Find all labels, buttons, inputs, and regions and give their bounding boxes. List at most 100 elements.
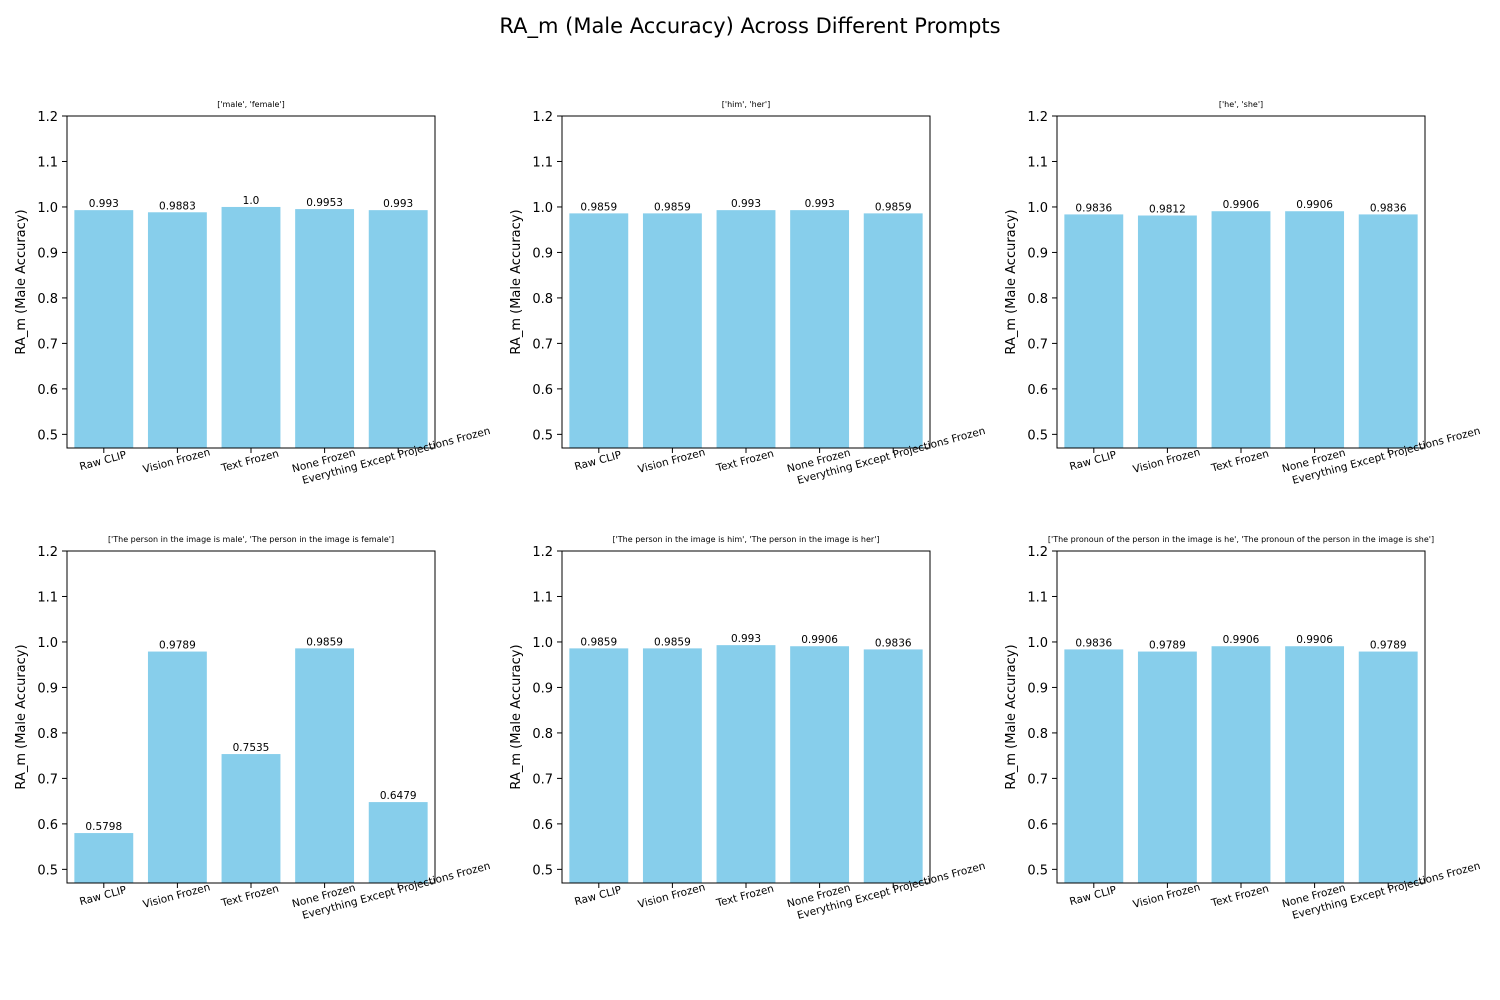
- y-tick-label: 0.9: [1027, 681, 1048, 696]
- x-tick-label: Raw CLIP: [1068, 449, 1118, 473]
- y-tick-label: 1.2: [37, 110, 58, 125]
- y-tick-label: 0.8: [1027, 727, 1048, 742]
- y-tick-label: 1.1: [532, 155, 553, 170]
- y-tick-label: 1.2: [37, 545, 58, 560]
- y-tick-label: 0.6: [37, 818, 58, 833]
- plot-frame: [1056, 115, 1426, 449]
- bar-value-label: 0.9836: [1075, 202, 1112, 214]
- x-tick-label: Text Frozen: [714, 448, 775, 475]
- y-tick-label: 0.8: [37, 727, 58, 742]
- y-tick-label: 1.1: [1027, 590, 1048, 605]
- bar: [1064, 649, 1124, 883]
- y-tick-label: 0.8: [532, 292, 553, 307]
- y-tick-label: 0.5: [532, 863, 553, 878]
- bar: [863, 213, 923, 448]
- bar-value-label: 1.0: [243, 195, 260, 207]
- x-tick-label: Text Frozen: [1209, 448, 1270, 475]
- bar-value-label: 0.9906: [1296, 199, 1333, 211]
- y-tick-label: 0.8: [37, 292, 58, 307]
- subplot-title: ['he', 'she']: [1219, 100, 1263, 109]
- bar-value-label: 0.993: [805, 198, 835, 210]
- x-tick-label: Text Frozen: [714, 883, 775, 910]
- bar: [221, 206, 281, 448]
- plot-frame: [561, 115, 931, 449]
- bar-value-label: 0.9836: [1370, 202, 1407, 214]
- bar-value-label: 0.993: [731, 198, 761, 210]
- y-axis-label: RA_m (Male Accuracy): [14, 209, 29, 354]
- y-tick-label: 0.6: [37, 383, 58, 398]
- bar: [790, 646, 850, 883]
- y-tick-label: 1.0: [532, 636, 553, 651]
- subplot-title: ['male', 'female']: [217, 100, 285, 109]
- y-tick-label: 0.5: [1027, 863, 1048, 878]
- y-tick-label: 0.7: [1027, 337, 1048, 352]
- bar: [1358, 214, 1418, 448]
- bar: [1137, 651, 1197, 883]
- figure-title: RA_m (Male Accuracy) Across Different Pr…: [499, 14, 1001, 38]
- plot-frame: [561, 550, 931, 884]
- y-tick-label: 0.9: [532, 681, 553, 696]
- bar-value-label: 0.993: [383, 198, 413, 210]
- bar: [642, 213, 702, 448]
- bar: [1211, 646, 1271, 883]
- x-tick-label: Text Frozen: [219, 448, 280, 475]
- y-tick-label: 1.2: [1027, 110, 1048, 125]
- bar: [716, 645, 776, 883]
- bar-value-label: 0.9836: [875, 637, 912, 649]
- y-tick-label: 1.0: [1027, 201, 1048, 216]
- bar: [863, 649, 923, 883]
- bar-value-label: 0.9883: [159, 200, 196, 212]
- y-tick-label: 0.6: [532, 818, 553, 833]
- y-tick-label: 1.2: [532, 110, 553, 125]
- bar-value-label: 0.9906: [1223, 634, 1260, 646]
- x-tick-label: Text Frozen: [219, 883, 280, 910]
- bar-value-label: 0.5798: [85, 821, 122, 833]
- y-tick-label: 1.1: [37, 590, 58, 605]
- bar: [1211, 211, 1271, 448]
- x-tick-label: Raw CLIP: [1068, 884, 1118, 908]
- bar: [1285, 646, 1345, 883]
- y-tick-label: 1.0: [532, 201, 553, 216]
- bar: [1137, 215, 1197, 448]
- bar-value-label: 0.993: [731, 633, 761, 645]
- x-tick-label: Raw CLIP: [573, 884, 623, 908]
- y-tick-label: 0.6: [1027, 383, 1048, 398]
- subplot-title: ['The person in the image is male', 'The…: [108, 535, 394, 544]
- plot-frame: [66, 115, 436, 449]
- bar: [74, 833, 134, 883]
- y-tick-label: 0.5: [37, 863, 58, 878]
- subplot-3: ['he', 'she'] RA_m (Male Accuracy) 0.5 0.6 0…: [1004, 100, 1482, 487]
- bar-value-label: 0.9859: [306, 636, 343, 648]
- y-tick-label: 1.1: [1027, 155, 1048, 170]
- y-tick-label: 0.7: [37, 772, 58, 787]
- bar: [147, 212, 207, 448]
- x-tick-label: Raw CLIP: [78, 884, 128, 908]
- bar: [147, 651, 207, 883]
- y-tick-label: 0.8: [532, 727, 553, 742]
- bar-value-label: 0.9789: [1149, 640, 1186, 652]
- y-tick-label: 0.8: [1027, 292, 1048, 307]
- y-axis-label: RA_m (Male Accuracy): [14, 644, 29, 789]
- x-tick-label: Text Frozen: [1209, 883, 1270, 910]
- y-axis-label: RA_m (Male Accuracy): [1004, 644, 1019, 789]
- y-tick-label: 0.5: [1027, 428, 1048, 443]
- y-tick-label: 0.7: [532, 337, 553, 352]
- subplot-title: ['The person in the image is him', 'The …: [612, 535, 879, 544]
- bar-value-label: 0.9906: [1223, 199, 1260, 211]
- x-tick-label: Vision Frozen: [1132, 881, 1202, 910]
- bar-value-label: 0.993: [89, 198, 119, 210]
- x-tick-label: Raw CLIP: [78, 449, 128, 473]
- bar: [569, 213, 629, 448]
- x-tick-label: Vision Frozen: [142, 446, 212, 475]
- y-tick-label: 1.0: [1027, 636, 1048, 651]
- x-tick-label: Raw CLIP: [573, 449, 623, 473]
- bar: [368, 210, 428, 448]
- bar: [295, 209, 355, 448]
- subplot-2: ['him', 'her'] RA_m (Male Accuracy) 0.5 0.6…: [509, 100, 987, 487]
- y-tick-label: 0.9: [37, 246, 58, 261]
- y-tick-label: 0.9: [37, 681, 58, 696]
- bar-value-label: 0.9859: [654, 636, 691, 648]
- bar: [716, 210, 776, 448]
- y-tick-label: 0.5: [532, 428, 553, 443]
